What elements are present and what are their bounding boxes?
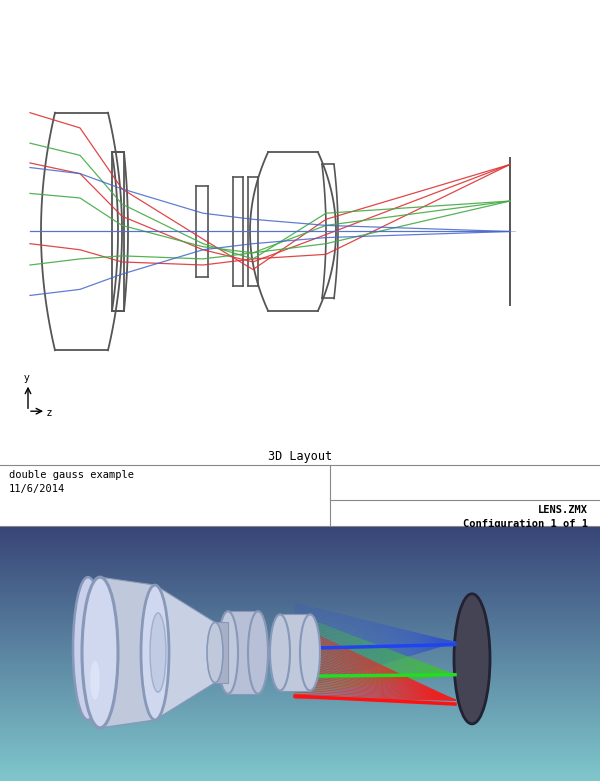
Text: 3D Layout: 3D Layout xyxy=(268,450,332,462)
Polygon shape xyxy=(155,585,215,720)
Ellipse shape xyxy=(90,661,100,700)
Text: double gauss example
11/6/2014: double gauss example 11/6/2014 xyxy=(9,469,134,494)
Polygon shape xyxy=(228,612,258,694)
Ellipse shape xyxy=(218,612,238,694)
Ellipse shape xyxy=(82,577,118,728)
Polygon shape xyxy=(100,577,155,728)
Ellipse shape xyxy=(73,577,103,720)
Ellipse shape xyxy=(270,615,290,690)
Text: y: y xyxy=(24,373,30,383)
Ellipse shape xyxy=(141,585,169,720)
Ellipse shape xyxy=(150,613,166,692)
Ellipse shape xyxy=(454,594,490,724)
Text: LENS.ZMX
Configuration 1 of 1: LENS.ZMX Configuration 1 of 1 xyxy=(463,505,588,529)
Ellipse shape xyxy=(300,615,320,690)
Ellipse shape xyxy=(207,622,223,683)
Polygon shape xyxy=(215,622,228,683)
Text: z: z xyxy=(47,408,52,418)
Polygon shape xyxy=(280,615,310,690)
Ellipse shape xyxy=(248,612,268,694)
